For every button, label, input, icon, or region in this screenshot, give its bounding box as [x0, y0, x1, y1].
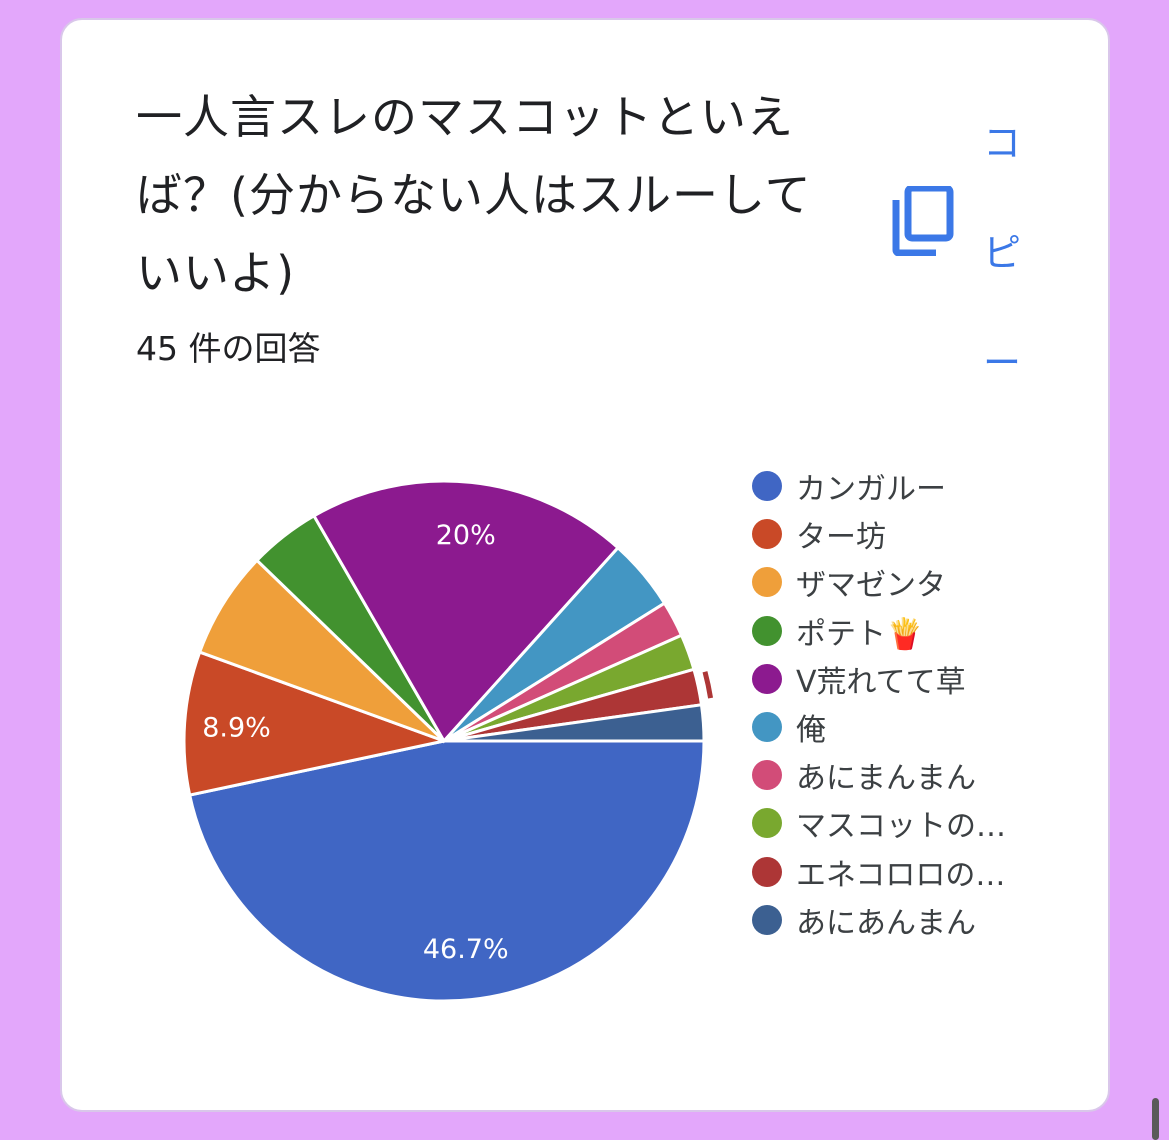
- response-count: 45 件の回答: [136, 329, 321, 368]
- legend-swatch: [752, 760, 782, 791]
- legend-label: ザマゼンタ: [796, 568, 946, 604]
- legend-label: V荒れてて草: [796, 664, 966, 700]
- legend-item[interactable]: カンガルー: [752, 462, 1006, 510]
- pie-slice[interactable]: [197, 558, 446, 743]
- legend-swatch: [752, 615, 782, 646]
- legend-item[interactable]: あにあんまん: [752, 896, 1006, 944]
- slice-highlight: [702, 671, 714, 699]
- legend-item[interactable]: V荒れてて草: [752, 655, 1006, 703]
- legend-item[interactable]: あにまんまん: [752, 751, 1006, 799]
- legend-item[interactable]: ポテト🍟: [752, 607, 1006, 655]
- legend-item[interactable]: 俺: [752, 703, 1006, 751]
- legend-label: カンガルー: [796, 472, 946, 508]
- legend-item[interactable]: ザマゼンタ: [752, 558, 1006, 606]
- copy-label: コ ピ ー: [982, 88, 1022, 418]
- legend-label: ター坊: [796, 520, 886, 556]
- question-title: 一人言スレのマスコットといえば？(分からない人はスルーしていいよ): [136, 90, 812, 300]
- pie-slice[interactable]: [187, 739, 706, 1003]
- copy-label-char: ー: [982, 341, 1021, 385]
- pie-slice[interactable]: [443, 703, 706, 743]
- pie-slice[interactable]: [311, 479, 621, 744]
- legend-label: あにまんまん: [796, 761, 976, 797]
- pie-slice[interactable]: [182, 650, 450, 797]
- legend-label: マスコットの…: [796, 809, 1006, 845]
- legend-item[interactable]: マスコットの…: [752, 799, 1006, 847]
- legend-swatch: [752, 567, 782, 598]
- legend-swatch: [752, 519, 782, 550]
- legend-swatch: [752, 471, 782, 502]
- legend-swatch: [752, 663, 782, 694]
- legend-swatch: [752, 856, 782, 887]
- copy-label-char: コ: [982, 121, 1021, 165]
- copy-icon: [892, 186, 954, 256]
- legend-swatch: [752, 904, 782, 935]
- legend-label: 俺: [796, 713, 826, 749]
- legend-label: ポテト🍟: [796, 616, 924, 652]
- legend-label: あにあんまん: [796, 905, 976, 941]
- legend-item[interactable]: ター坊: [752, 510, 1006, 558]
- legend-label: エネコロロの…: [796, 857, 1006, 893]
- legend-item[interactable]: エネコロロの…: [752, 848, 1006, 896]
- chart-legend: カンガルーター坊ザマゼンタポテト🍟 V荒れてて草俺あにまんまん マスコットの… エネコ…: [752, 462, 1006, 944]
- scrollbar[interactable]: [1152, 1098, 1159, 1140]
- legend-swatch: [752, 808, 782, 839]
- legend-swatch: [752, 712, 782, 743]
- copy-label-char: ピ: [982, 231, 1021, 275]
- copy-button[interactable]: コ ピ ー: [888, 80, 1038, 385]
